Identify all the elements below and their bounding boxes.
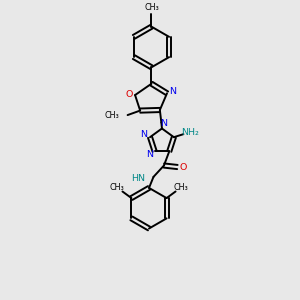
Text: NH₂: NH₂ — [181, 128, 199, 137]
Text: O: O — [125, 90, 133, 99]
Text: O: O — [179, 163, 186, 172]
Text: CH₃: CH₃ — [104, 111, 119, 120]
Text: N: N — [169, 87, 176, 96]
Text: CH₃: CH₃ — [144, 3, 159, 12]
Text: N: N — [146, 150, 153, 159]
Text: N: N — [160, 118, 167, 127]
Text: CH₃: CH₃ — [110, 183, 124, 192]
Text: HN: HN — [131, 174, 145, 183]
Text: N: N — [140, 130, 148, 139]
Text: CH₃: CH₃ — [174, 183, 188, 192]
